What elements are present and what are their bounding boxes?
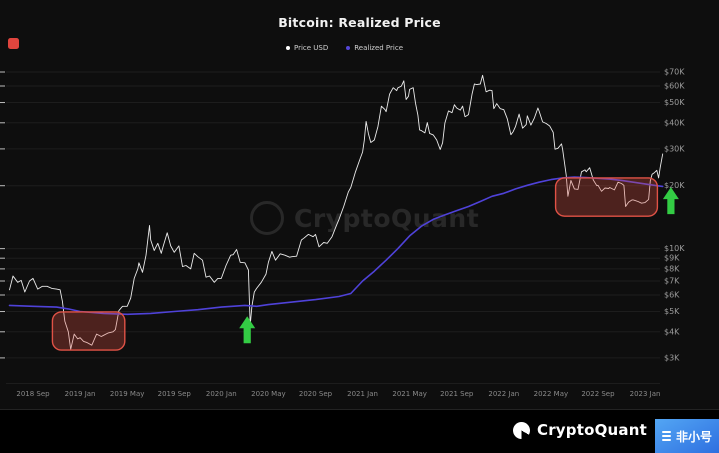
- y-axis-label: $8K: [664, 264, 680, 273]
- y-axis-label: $6K: [664, 290, 680, 299]
- y-axis-label: $40K: [664, 118, 685, 127]
- x-axis-label: 2020 Jan: [206, 390, 237, 398]
- x-axis-label: 2022 Sep: [581, 390, 615, 398]
- up-arrow-icon: [239, 316, 256, 344]
- highlight-box: [51, 311, 126, 351]
- x-axis-label: 2019 Jan: [65, 390, 96, 398]
- x-axis-label: 2020 Sep: [299, 390, 333, 398]
- y-axis-label: $30K: [664, 144, 685, 153]
- y-axis-label: $70K: [664, 68, 685, 77]
- legend-label-realized: Realized Price: [354, 44, 404, 52]
- legend-dot-realized-icon: [346, 46, 351, 50]
- x-axis-label: 2021 Jan: [347, 390, 378, 398]
- red-marker-icon: [8, 38, 19, 49]
- footer-bar: CryptoQuant 非小号: [0, 409, 719, 453]
- x-axis-label: 2021 Sep: [440, 390, 474, 398]
- x-axis-label: 2018 Sep: [16, 390, 50, 398]
- x-axis-label: 2023 Jan: [630, 390, 661, 398]
- y-axis-label: $9K: [664, 254, 680, 263]
- y-axis-label: $4K: [664, 327, 680, 336]
- y-axis-label: $7K: [664, 277, 680, 286]
- feixiaohao-text: 非小号: [675, 429, 712, 444]
- y-axis-label: $20K: [664, 181, 685, 190]
- menu-bars-icon: [661, 431, 671, 441]
- feixiaohao-badge[interactable]: 非小号: [655, 419, 719, 453]
- highlight-box: [554, 177, 659, 217]
- x-axis-label: 2022 May: [534, 390, 569, 398]
- legend-label-price: Price USD: [293, 44, 329, 52]
- x-axis-label: 2021 May: [392, 390, 427, 398]
- y-axis-label: $60K: [664, 81, 685, 90]
- x-axis-label: 2019 Sep: [158, 390, 192, 398]
- cryptoquant-logo-icon: [513, 421, 530, 439]
- x-axis-label: 2022 Jan: [488, 390, 519, 398]
- y-axis-label: $3K: [664, 353, 680, 362]
- y-axis-label: $10K: [664, 244, 685, 253]
- chart-legend: Price USD Realized Price: [0, 44, 689, 52]
- x-axis-label: 2020 May: [251, 390, 286, 398]
- legend-item-price[interactable]: Price USD: [285, 44, 329, 52]
- legend-dot-price-icon: [285, 46, 290, 50]
- chart-title: Bitcoin: Realized Price: [278, 15, 441, 30]
- cryptoquant-brand-text: CryptoQuant: [537, 421, 647, 439]
- up-arrow-icon: [662, 187, 679, 215]
- x-axis-label: 2019 May: [110, 390, 145, 398]
- legend-item-realized[interactable]: Realized Price: [346, 44, 403, 52]
- cryptoquant-brand[interactable]: CryptoQuant: [513, 421, 647, 439]
- y-axis-label: $5K: [664, 307, 680, 316]
- y-axis-label: $50K: [664, 98, 685, 107]
- price-chart[interactable]: $70K $60K $50K $40K $30K $20K $10K$9K$8K $7K $6K…: [0, 0, 719, 410]
